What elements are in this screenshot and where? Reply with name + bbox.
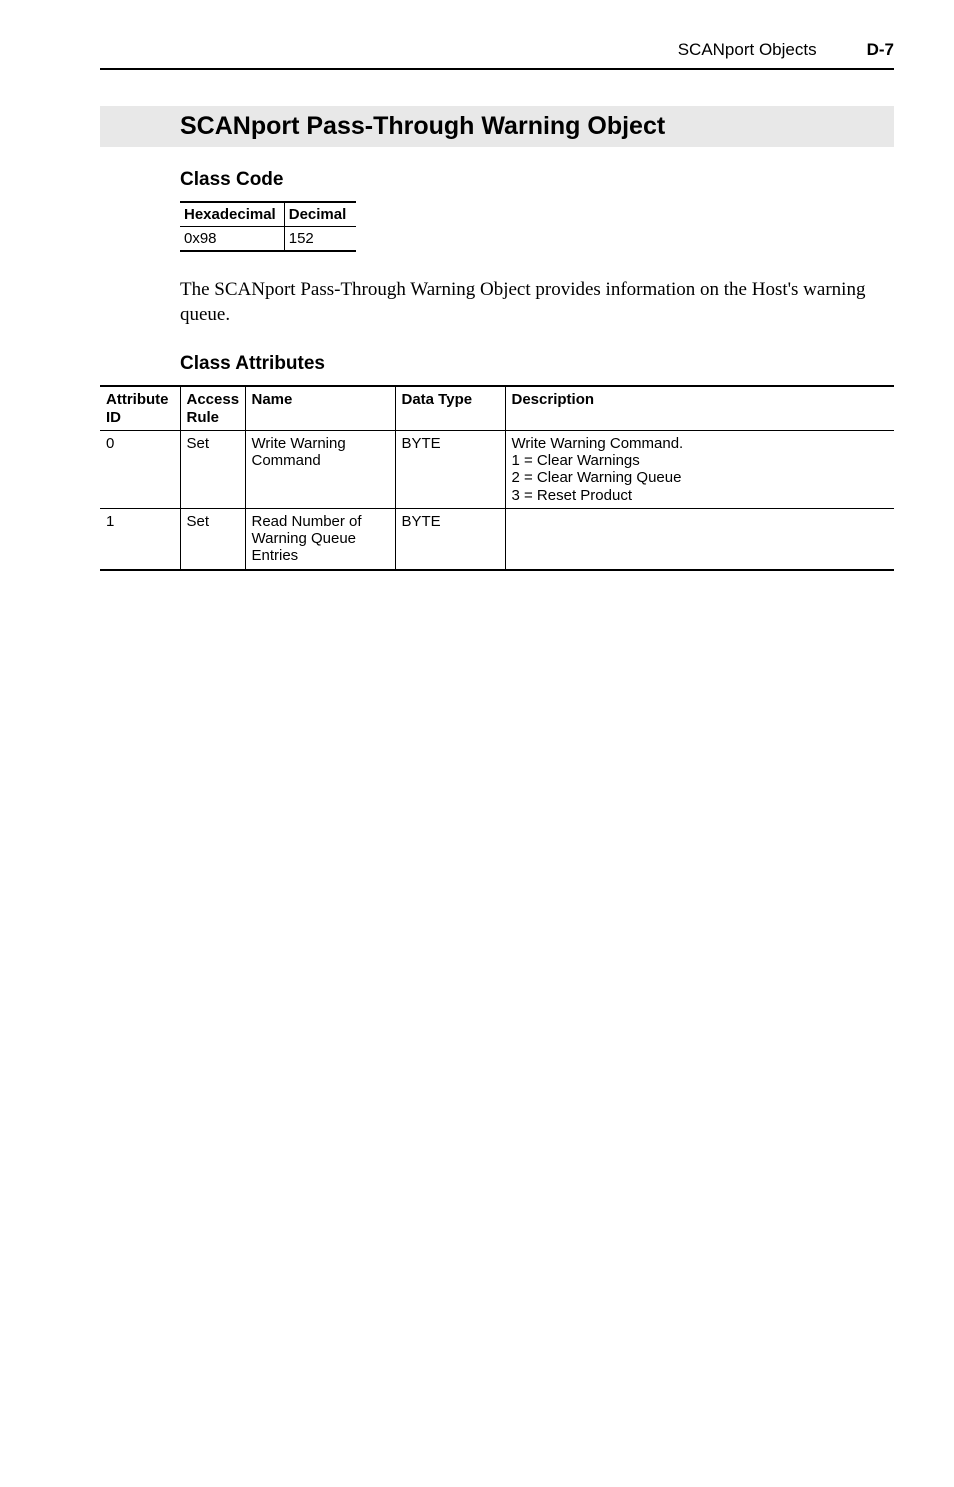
attr-cell-dtype: BYTE (395, 430, 505, 508)
attr-cell-name: Read Number of Warning Queue Entries (245, 508, 395, 569)
body-paragraph: The SCANport Pass-Through Warning Object… (180, 278, 894, 327)
attr-col-id: Attribute ID (100, 386, 180, 430)
class-code-heading: Class Code (180, 169, 894, 191)
attr-cell-id: 1 (100, 508, 180, 569)
attr-cell-dtype: BYTE (395, 508, 505, 569)
table-row: 0 Set Write Warning Command BYTE Write W… (100, 430, 894, 508)
class-attributes-heading: Class Attributes (180, 353, 894, 375)
table-row: 1 Set Read Number of Warning Queue Entri… (100, 508, 894, 569)
table-row: 0x98 152 (180, 227, 356, 252)
class-code-dec-value: 152 (284, 227, 356, 252)
class-code-hex-value: 0x98 (180, 227, 284, 252)
class-code-table: Hexadecimal Decimal 0x98 152 (180, 201, 356, 252)
section-title-bar: SCANport Pass-Through Warning Object (100, 106, 894, 147)
running-header-title: SCANport Objects (678, 40, 817, 60)
header-rule (100, 68, 894, 70)
attr-col-name: Name (245, 386, 395, 430)
attr-cell-desc: Write Warning Command.1 = Clear Warnings… (505, 430, 894, 508)
class-code-col-hex: Hexadecimal (180, 202, 284, 227)
attr-cell-access: Set (180, 508, 245, 569)
class-attributes-table: Attribute ID Access Rule Name Data Type … (100, 385, 894, 570)
attr-cell-desc (505, 508, 894, 569)
page-number: D-7 (867, 40, 894, 60)
attr-cell-id: 0 (100, 430, 180, 508)
attr-col-access: Access Rule (180, 386, 245, 430)
section-title: SCANport Pass-Through Warning Object (180, 112, 665, 140)
attr-col-dtype: Data Type (395, 386, 505, 430)
attr-cell-access: Set (180, 430, 245, 508)
attr-col-desc: Description (505, 386, 894, 430)
attr-cell-name: Write Warning Command (245, 430, 395, 508)
class-code-col-dec: Decimal (284, 202, 356, 227)
